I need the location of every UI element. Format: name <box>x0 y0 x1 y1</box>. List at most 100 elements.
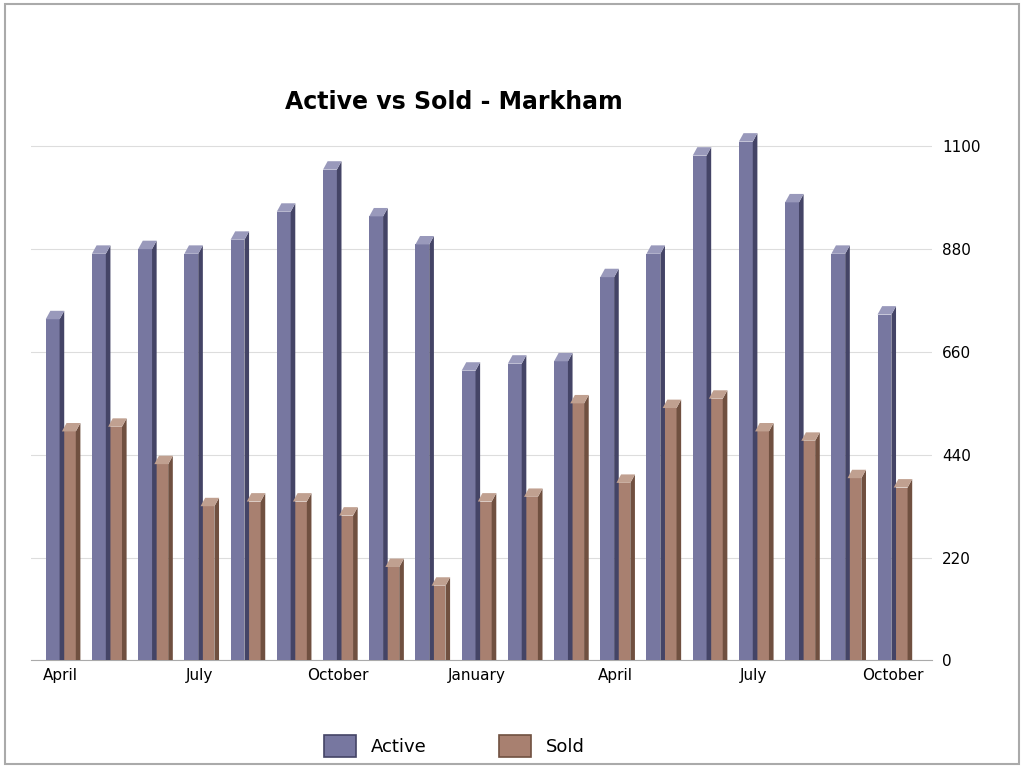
Polygon shape <box>370 208 388 217</box>
Polygon shape <box>616 483 631 660</box>
Polygon shape <box>894 488 907 660</box>
Polygon shape <box>201 506 214 660</box>
Polygon shape <box>709 390 727 399</box>
Polygon shape <box>59 311 65 660</box>
Polygon shape <box>707 147 712 660</box>
Polygon shape <box>524 497 538 660</box>
Polygon shape <box>831 245 850 253</box>
Polygon shape <box>247 493 265 502</box>
Polygon shape <box>46 311 65 319</box>
Polygon shape <box>399 558 403 660</box>
Polygon shape <box>416 236 434 244</box>
Polygon shape <box>462 371 475 660</box>
Polygon shape <box>339 515 353 660</box>
Text: MARKET ANALYSIS: MARKET ANALYSIS <box>364 39 768 78</box>
Polygon shape <box>122 419 127 660</box>
Polygon shape <box>616 475 635 483</box>
Polygon shape <box>230 231 249 240</box>
Polygon shape <box>646 253 660 660</box>
Polygon shape <box>785 194 804 202</box>
Polygon shape <box>431 586 445 660</box>
Polygon shape <box>293 493 311 502</box>
Polygon shape <box>431 578 451 586</box>
Polygon shape <box>46 319 59 660</box>
Polygon shape <box>307 493 311 660</box>
Polygon shape <box>845 245 850 660</box>
Polygon shape <box>445 578 451 660</box>
Polygon shape <box>92 245 111 253</box>
Polygon shape <box>709 399 723 660</box>
Polygon shape <box>478 493 497 502</box>
Polygon shape <box>692 156 707 660</box>
Polygon shape <box>76 423 81 660</box>
Polygon shape <box>660 245 665 660</box>
Legend: Active, Sold: Active, Sold <box>316 728 592 764</box>
Polygon shape <box>861 470 866 660</box>
Polygon shape <box>802 441 815 660</box>
Polygon shape <box>385 567 399 660</box>
Polygon shape <box>723 390 727 660</box>
Polygon shape <box>538 488 543 660</box>
Polygon shape <box>261 493 265 660</box>
Polygon shape <box>323 170 337 660</box>
Polygon shape <box>199 245 203 660</box>
Polygon shape <box>755 432 769 660</box>
Polygon shape <box>138 249 152 660</box>
Polygon shape <box>105 245 111 660</box>
Polygon shape <box>600 277 614 660</box>
Polygon shape <box>214 498 219 660</box>
Polygon shape <box>848 478 861 660</box>
Polygon shape <box>492 493 497 660</box>
Polygon shape <box>429 236 434 660</box>
Polygon shape <box>799 194 804 660</box>
Polygon shape <box>815 432 820 660</box>
Polygon shape <box>521 356 526 660</box>
Polygon shape <box>323 161 341 170</box>
Polygon shape <box>663 408 677 660</box>
Polygon shape <box>677 399 681 660</box>
Polygon shape <box>508 356 526 363</box>
Polygon shape <box>276 212 291 660</box>
Polygon shape <box>339 507 357 515</box>
Polygon shape <box>554 353 572 361</box>
Polygon shape <box>614 269 618 660</box>
Polygon shape <box>109 419 127 427</box>
Polygon shape <box>802 432 820 441</box>
Polygon shape <box>168 455 173 660</box>
Polygon shape <box>385 558 403 567</box>
Polygon shape <box>245 231 249 660</box>
Polygon shape <box>353 507 357 660</box>
Polygon shape <box>568 353 572 660</box>
Polygon shape <box>692 147 712 156</box>
Polygon shape <box>878 306 896 315</box>
Polygon shape <box>631 475 635 660</box>
Polygon shape <box>848 470 866 478</box>
Polygon shape <box>570 395 589 403</box>
Polygon shape <box>155 455 173 464</box>
Polygon shape <box>646 245 665 253</box>
Polygon shape <box>524 488 543 497</box>
Polygon shape <box>878 315 892 660</box>
Polygon shape <box>370 217 383 660</box>
Polygon shape <box>61 432 76 660</box>
Polygon shape <box>293 502 307 660</box>
Polygon shape <box>337 161 341 660</box>
Polygon shape <box>508 363 521 660</box>
Polygon shape <box>61 423 81 432</box>
Polygon shape <box>247 502 261 660</box>
Polygon shape <box>276 204 295 212</box>
Title: Active vs Sold - Markham: Active vs Sold - Markham <box>286 90 624 114</box>
Polygon shape <box>109 427 122 660</box>
Polygon shape <box>785 202 799 660</box>
Polygon shape <box>92 253 105 660</box>
Polygon shape <box>831 253 845 660</box>
Polygon shape <box>755 423 773 432</box>
Polygon shape <box>894 479 912 488</box>
Polygon shape <box>663 399 681 408</box>
Polygon shape <box>739 133 758 141</box>
Polygon shape <box>892 306 896 660</box>
Polygon shape <box>138 240 157 249</box>
Polygon shape <box>184 245 203 253</box>
Polygon shape <box>753 133 758 660</box>
Polygon shape <box>155 464 168 660</box>
